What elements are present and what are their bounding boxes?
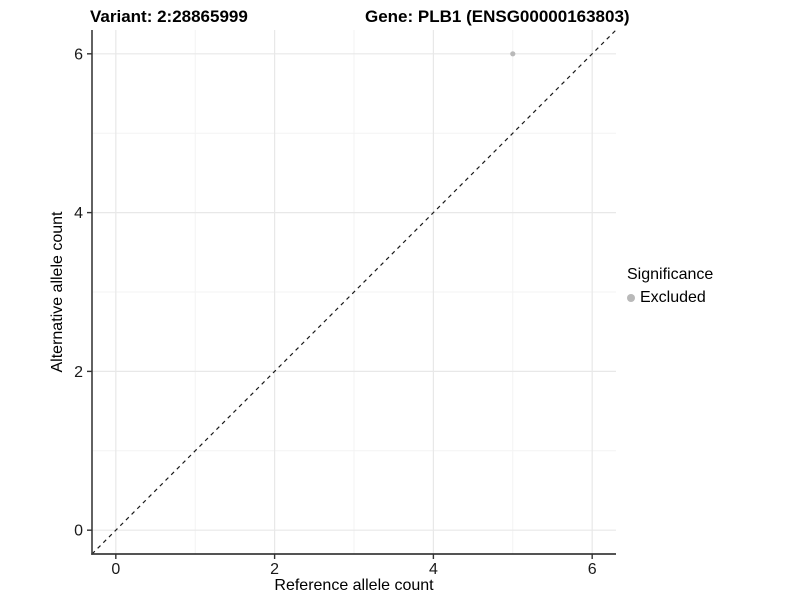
x-tick-label: 2 (270, 561, 279, 578)
x-axis-title: Reference allele count (274, 577, 434, 594)
plot-title-gene: Gene: PLB1 (ENSG00000163803) (365, 7, 630, 26)
identity-line (91, 29, 617, 555)
x-tick-label: 4 (429, 561, 438, 578)
y-tick-label: 6 (74, 46, 83, 63)
y-tick-label: 0 (74, 523, 83, 540)
legend-point-swatch (627, 294, 635, 302)
legend-item-excluded: Excluded (627, 289, 713, 307)
y-tick-label: 2 (74, 364, 83, 381)
legend-item-label: Excluded (640, 289, 706, 306)
y-axis-title: Alternative allele count (49, 211, 66, 373)
x-tick-label: 6 (588, 561, 597, 578)
plot-title-variant: Variant: 2:28865999 (90, 7, 248, 26)
y-tick-label: 4 (74, 205, 83, 222)
x-tick-label: 0 (111, 561, 120, 578)
legend: Significance Excluded (627, 266, 713, 307)
data-point (510, 51, 516, 57)
legend-title: Significance (627, 266, 714, 283)
